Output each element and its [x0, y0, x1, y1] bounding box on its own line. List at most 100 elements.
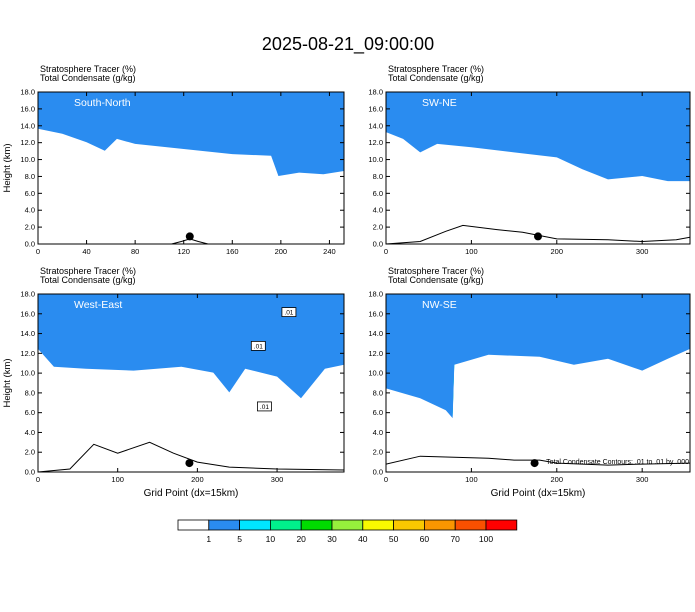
- colorbar-label: 40: [358, 534, 368, 544]
- section-label: NW-SE: [422, 299, 457, 311]
- x-tick-label: 300: [271, 475, 284, 484]
- panel-bottom-right: 0.0 2.0 4.0 6.0 8.0 10.0 12.0 14.0 16.0 18.0 0 100 2…: [368, 266, 691, 499]
- header-condensate: Total Condensate (g/kg): [40, 73, 136, 83]
- colorbar-swatch: [269, 519, 302, 531]
- y-tick-label: 14.0: [20, 121, 35, 130]
- y-tick-label: 8.0: [25, 388, 35, 397]
- location-marker: [185, 232, 194, 241]
- colorbar-label: 50: [389, 534, 399, 544]
- y-tick-label: 16.0: [368, 309, 383, 318]
- y-tick-label: 16.0: [20, 309, 35, 318]
- y-tick-label: 12.0: [20, 138, 35, 147]
- x-axis-label: Grid Point (dx=15km): [144, 488, 239, 499]
- colorbar-swatch: [300, 519, 333, 531]
- y-tick-label: 6.0: [25, 408, 35, 417]
- y-tick-label: 12.0: [368, 138, 383, 147]
- y-tick-label: 12.0: [368, 349, 383, 358]
- terrain-line: [386, 455, 690, 466]
- header-condensate: Total Condensate (g/kg): [388, 73, 484, 83]
- y-tick-label: 10.0: [368, 155, 383, 164]
- y-axis-label: Height (km): [2, 358, 13, 407]
- y-tick-label: 14.0: [20, 329, 35, 338]
- header-tracer: Stratosphere Tracer (%): [40, 64, 136, 74]
- contour-label: .01: [254, 343, 263, 350]
- y-tick-label: 2.0: [373, 223, 383, 232]
- y-tick-label: 4.0: [25, 206, 35, 215]
- contour-label: .01: [260, 404, 269, 411]
- y-tick-label: 18.0: [20, 88, 35, 97]
- plot-frame: [37, 293, 345, 473]
- y-tick-label: 10.0: [368, 369, 383, 378]
- tracer-band-1: [38, 294, 344, 399]
- x-tick-label: 80: [131, 247, 139, 256]
- colorbar-swatch: [393, 519, 425, 531]
- y-tick-label: 6.0: [373, 408, 383, 417]
- terrain-line: [38, 441, 344, 472]
- header-condensate: Total Condensate (g/kg): [388, 275, 484, 285]
- contour-label-box: [281, 307, 297, 317]
- y-tick-label: 14.0: [368, 329, 383, 338]
- colorbar-swatch: [177, 519, 210, 531]
- x-tick-label: 240: [323, 247, 336, 256]
- x-tick-label: 0: [36, 475, 40, 484]
- plot-area: [38, 294, 344, 472]
- y-tick-label: 4.0: [373, 206, 383, 215]
- plot-area: [386, 294, 690, 472]
- contour-label-box: [257, 401, 272, 412]
- colorbar-label: 1: [206, 534, 211, 544]
- colorbar-swatch: [485, 519, 518, 531]
- colorbar-swatch: [331, 519, 364, 531]
- colorbar-swatch: [362, 519, 394, 531]
- colorbar-label: 100: [479, 534, 493, 544]
- figure-title: 2025-08-21_09:00:00: [262, 34, 434, 55]
- plot-area: [38, 92, 344, 244]
- contour-label-box: [250, 340, 266, 351]
- y-tick-label: 8.0: [373, 388, 383, 397]
- y-tick-label: 6.0: [25, 189, 35, 198]
- section-label: SW-NE: [422, 97, 457, 109]
- tracer-band-1: [386, 92, 690, 182]
- y-tick-label: 16.0: [20, 104, 35, 113]
- panels-group: 0.0 2.0 4.0 6.0 8.0 10.0 12.0 14.0 16.0 18.0 0 40 80…: [2, 64, 691, 499]
- section-label: South-North: [74, 97, 131, 109]
- y-tick-label: 0.0: [373, 468, 383, 477]
- x-axis-label: Grid Point (dx=15km): [491, 488, 586, 499]
- contour-note: Total Condensate Contours: .01 to .01 by…: [546, 459, 689, 466]
- plot-frame: [37, 91, 345, 245]
- location-marker: [534, 232, 542, 241]
- colorbar-swatch: [208, 519, 241, 531]
- plot-frame: [385, 91, 691, 245]
- panel-bottom-left: 0.0 2.0 4.0 6.0 8.0 10.0 12.0 14.0 16.0 18.0 0 100 2…: [2, 266, 345, 499]
- y-tick-label: 18.0: [368, 290, 383, 299]
- colorbar: 1 5 10 20 30 40 50 60 70 100: [177, 519, 518, 544]
- header-tracer: Stratosphere Tracer (%): [388, 64, 484, 74]
- section-label: West-East: [74, 299, 122, 311]
- contour-label: .01: [284, 310, 293, 317]
- plot-frame: [385, 293, 691, 473]
- x-tick-label: 100: [111, 475, 124, 484]
- y-tick-label: 0.0: [25, 468, 35, 477]
- colorbar-swatch: [454, 519, 487, 531]
- y-tick-label: 4.0: [373, 428, 383, 437]
- y-tick-label: 12.0: [20, 349, 35, 358]
- location-marker: [530, 459, 539, 468]
- x-tick-label: 40: [82, 247, 90, 256]
- x-tick-label: 120: [177, 247, 190, 256]
- plot-area: [386, 92, 690, 244]
- colorbar-swatch: [423, 519, 456, 531]
- colorbar-label: 60: [420, 534, 430, 544]
- terrain-line: [386, 224, 690, 244]
- y-tick-label: 14.0: [368, 121, 383, 130]
- y-tick-label: 16.0: [368, 104, 383, 113]
- location-marker: [185, 459, 194, 468]
- y-tick-label: 0.0: [373, 240, 383, 249]
- y-tick-label: 10.0: [20, 155, 35, 164]
- header-condensate: Total Condensate (g/kg): [40, 275, 136, 285]
- colorbar-label: 5: [237, 534, 242, 544]
- header-tracer: Stratosphere Tracer (%): [388, 266, 484, 276]
- colorbar-label: 10: [266, 534, 276, 544]
- x-tick-label: 100: [465, 247, 478, 256]
- colorbar-label: 20: [296, 534, 306, 544]
- y-tick-label: 6.0: [373, 189, 383, 198]
- y-tick-label: 8.0: [373, 172, 383, 181]
